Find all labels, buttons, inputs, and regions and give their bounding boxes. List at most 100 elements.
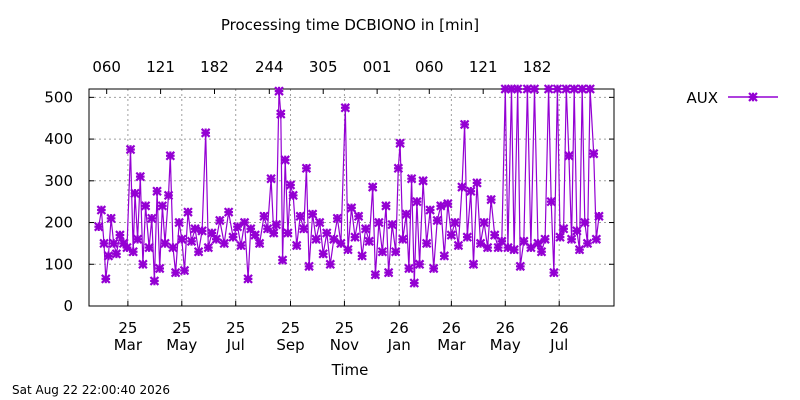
y-tick-label: 500	[44, 88, 73, 106]
data-point	[594, 211, 604, 222]
data-point	[200, 128, 211, 138]
data-point	[250, 230, 260, 240]
data-point	[383, 267, 394, 278]
data-point	[170, 267, 181, 278]
x-axis-bottom: 25Mar25May25Jul25Sep25Nov26Jan26Mar26May…	[114, 301, 569, 354]
data-point	[549, 267, 559, 278]
data-point	[336, 238, 346, 249]
x-tick-top-label: 182	[200, 58, 229, 76]
data-point	[489, 230, 500, 240]
data-point	[472, 178, 482, 188]
data-point	[115, 230, 125, 240]
data-point	[128, 246, 138, 257]
data-point	[569, 84, 579, 94]
data-point	[364, 236, 374, 247]
data-point	[219, 238, 229, 249]
x-tick-top-label: 060	[415, 58, 444, 76]
data-point	[450, 217, 460, 228]
data-point	[99, 238, 109, 249]
data-point	[515, 261, 526, 272]
data-point	[111, 249, 122, 259]
data-point	[466, 186, 476, 196]
data-point	[193, 246, 204, 257]
data-point	[381, 201, 391, 211]
data-point	[536, 246, 547, 257]
data-point	[558, 224, 569, 234]
data-point	[401, 209, 412, 219]
data-point	[395, 138, 405, 149]
data-point	[266, 173, 276, 184]
data-point	[254, 238, 265, 249]
data-point	[552, 84, 563, 94]
data-point	[271, 219, 282, 230]
data-point	[314, 217, 325, 228]
x-tick-top-label: 060	[92, 58, 121, 76]
data-point	[125, 144, 136, 155]
data-point	[404, 263, 414, 274]
x-tick-label-day: 26	[442, 319, 461, 337]
data-point	[374, 217, 384, 228]
data-point	[239, 217, 250, 228]
data-point	[135, 171, 146, 182]
data-point	[509, 244, 519, 255]
x-tick-label-month: Sep	[276, 336, 304, 354]
x-tick-label-day: 26	[550, 319, 569, 337]
x-tick-label-day: 25	[335, 319, 354, 337]
data-point	[748, 92, 758, 102]
data-point	[436, 201, 446, 211]
legend-label-aux: AUX	[686, 89, 718, 107]
data-point	[343, 244, 353, 255]
data-point	[393, 163, 404, 174]
data-point	[519, 236, 529, 247]
data-point	[585, 84, 595, 94]
data-point	[561, 84, 572, 94]
chart-title: Processing time DCBIONO in [min]	[221, 16, 479, 34]
data-point	[203, 242, 214, 253]
legend-sample-aux	[728, 92, 778, 102]
x-tick-label-month: Mar	[437, 336, 466, 354]
data-point	[301, 163, 312, 174]
data-point	[93, 221, 104, 232]
data-point	[232, 221, 243, 232]
data-point	[283, 228, 293, 238]
data-point	[157, 201, 168, 211]
data-point	[555, 232, 565, 242]
data-point	[370, 269, 381, 280]
data-point	[357, 251, 367, 261]
x-tick-label-day: 25	[172, 319, 191, 337]
data-point	[468, 259, 479, 270]
data-point	[446, 230, 457, 240]
x-tick-label-month: May	[490, 336, 521, 354]
data-point	[276, 109, 286, 119]
data-point	[377, 246, 388, 257]
data-point	[140, 201, 151, 211]
data-point	[228, 232, 238, 242]
data-point	[329, 234, 339, 244]
data-point	[268, 228, 279, 238]
data-point	[183, 207, 193, 217]
data-point	[540, 234, 550, 244]
data-point	[367, 182, 378, 192]
data-point	[459, 119, 470, 130]
data-point	[106, 213, 116, 224]
x-tick-label-month: Jul	[549, 336, 568, 354]
x-tick-top-label: 121	[146, 58, 175, 76]
x-axis-top: 060 121 182 244 305 001 060 121 182	[92, 58, 551, 94]
x-tick-top-label: 121	[469, 58, 498, 76]
data-point	[311, 234, 321, 244]
data-point	[432, 215, 442, 226]
data-point	[318, 249, 328, 259]
footer-timestamp: Sat Aug 22 22:00:40 2026	[12, 383, 170, 397]
x-tick-top-label: 001	[363, 58, 392, 76]
x-axis-label: Time	[331, 361, 369, 379]
data-point	[577, 84, 587, 94]
data-point	[96, 205, 107, 215]
x-tick-label-month: Jul	[226, 336, 245, 354]
data-point	[428, 263, 439, 274]
data-point	[475, 238, 486, 249]
data-point	[177, 234, 187, 244]
data-point	[132, 234, 143, 244]
data-point	[190, 224, 200, 234]
x-tick-label-day: 25	[118, 319, 137, 337]
